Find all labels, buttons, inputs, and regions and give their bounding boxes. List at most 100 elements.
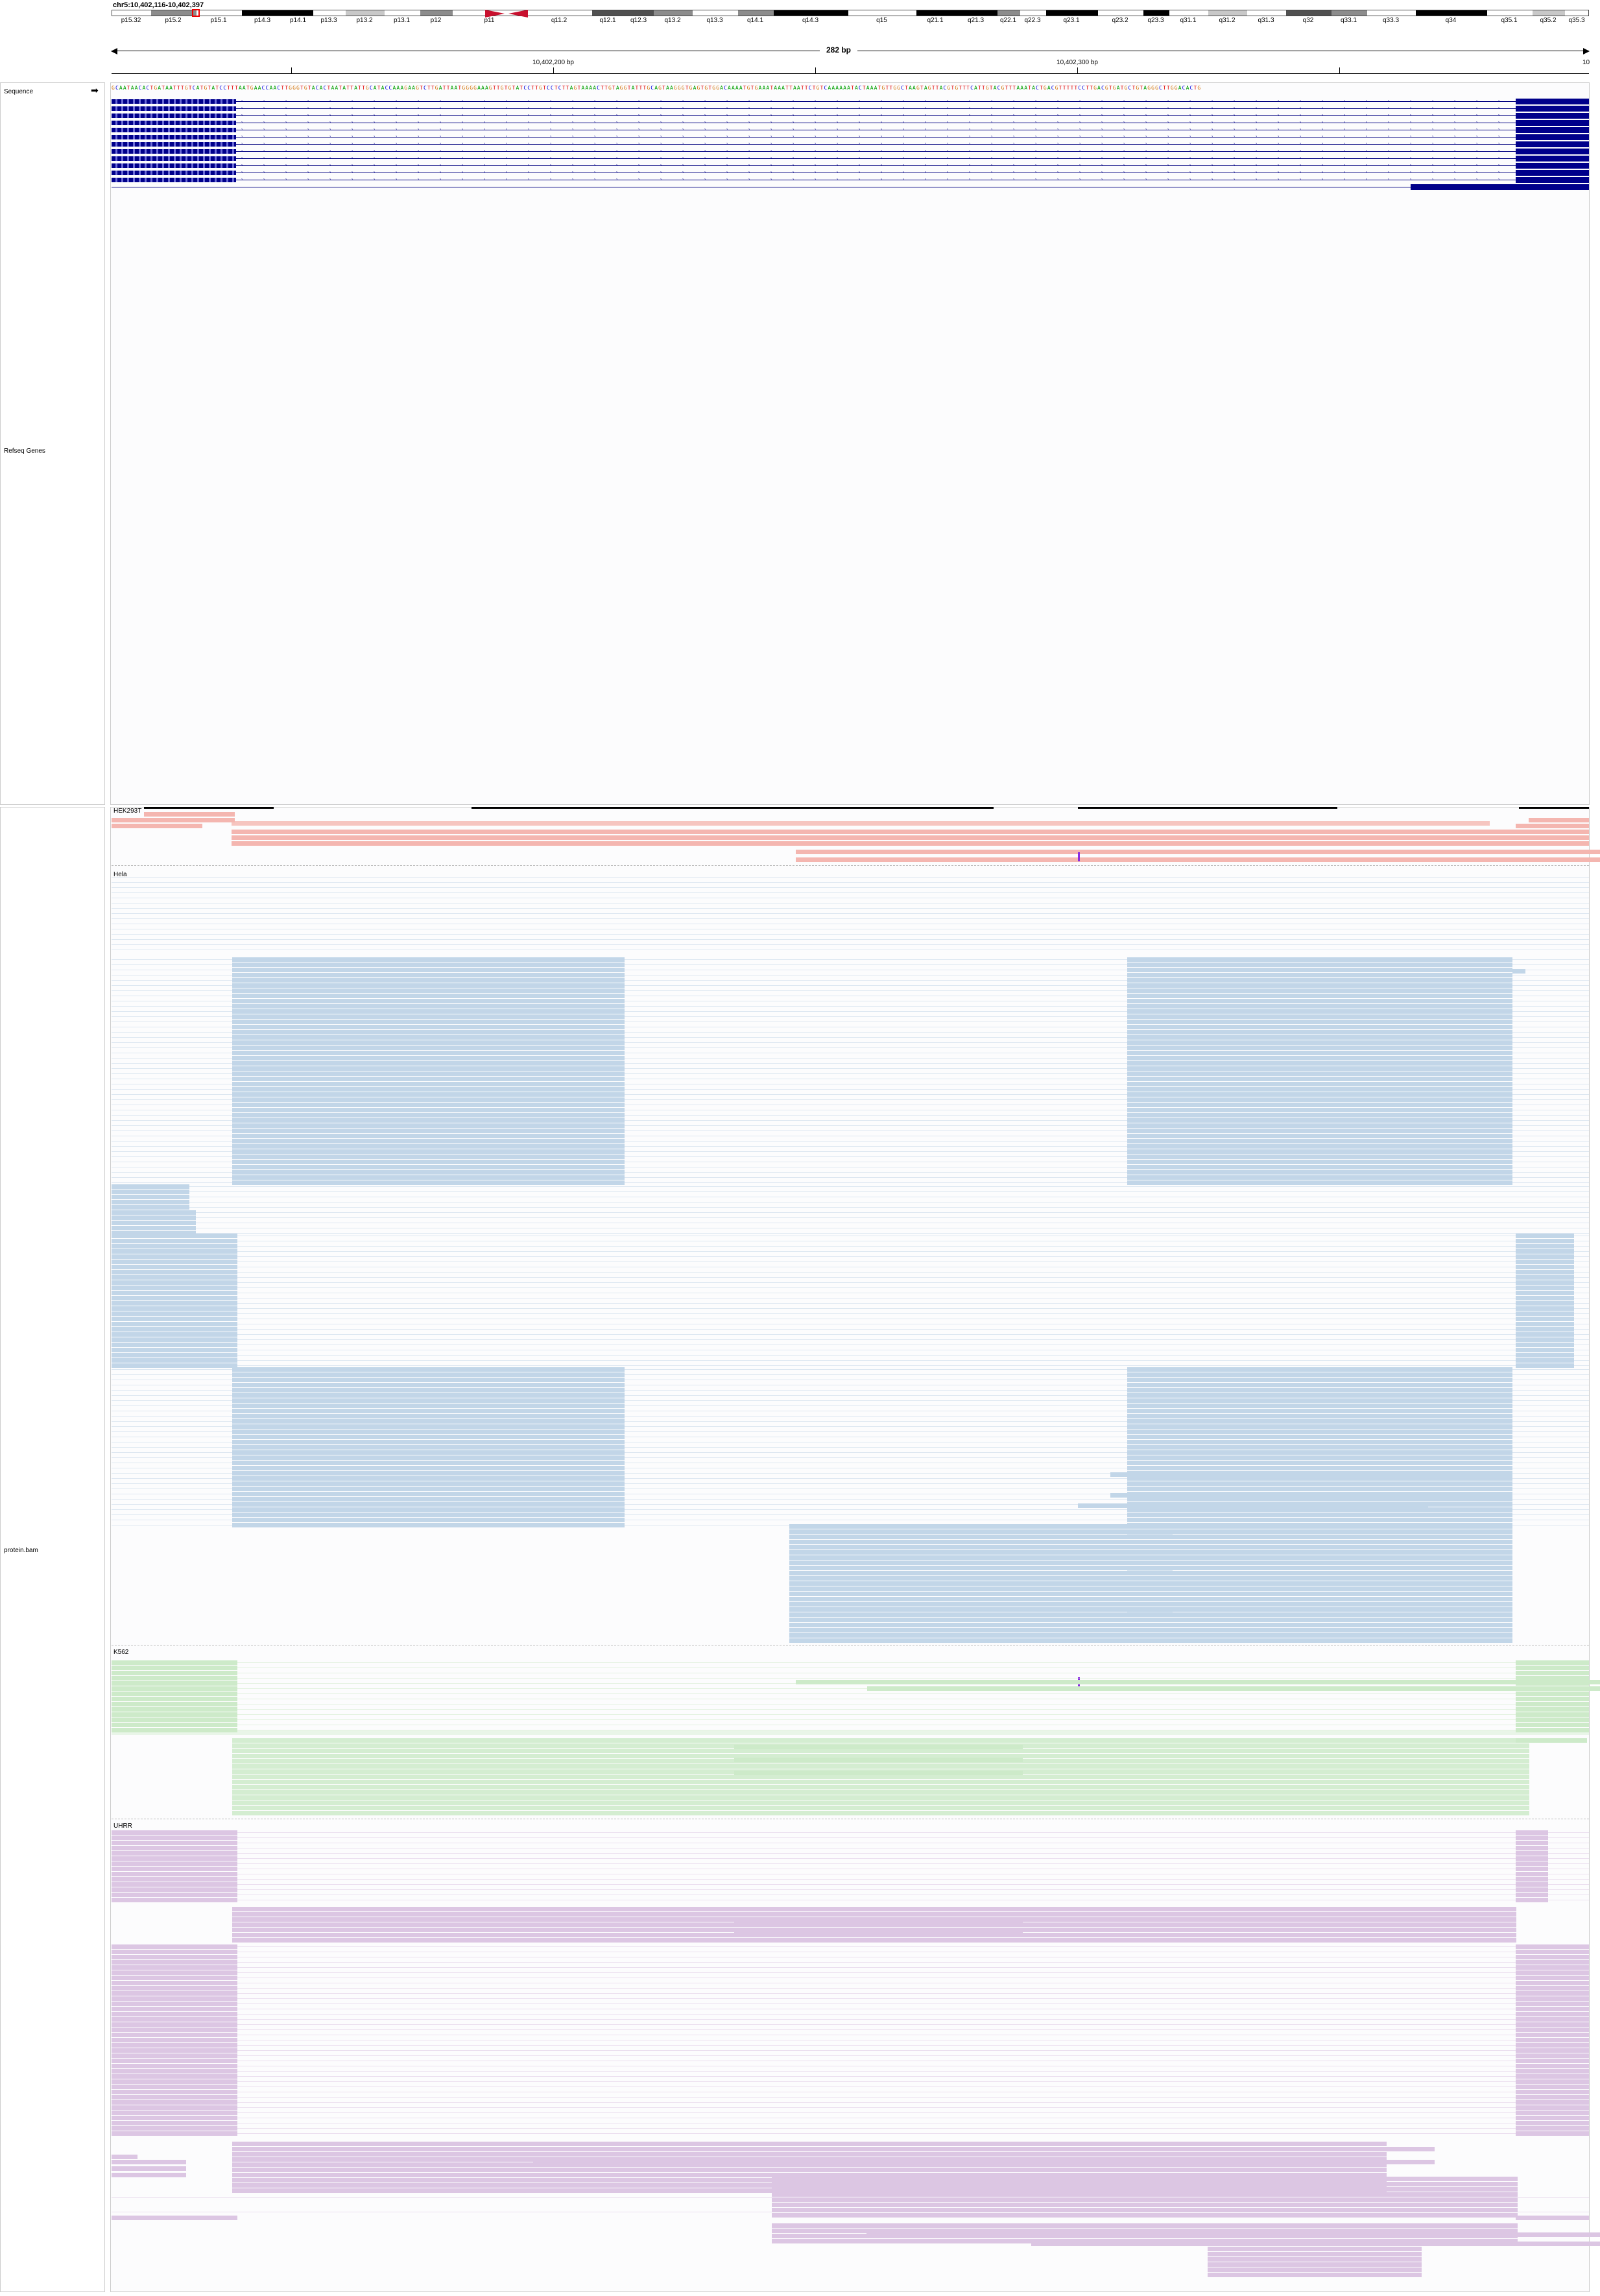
read[interactable] bbox=[789, 1581, 1512, 1586]
gene-transcript[interactable] bbox=[112, 184, 1589, 190]
read[interactable] bbox=[734, 1745, 1023, 1749]
read[interactable] bbox=[1208, 2267, 1422, 2272]
read[interactable] bbox=[232, 1749, 1529, 1753]
read[interactable] bbox=[789, 1555, 1512, 1560]
read[interactable] bbox=[772, 2187, 1518, 2192]
read[interactable] bbox=[796, 857, 1600, 862]
read[interactable] bbox=[533, 2147, 1435, 2151]
read[interactable] bbox=[789, 1597, 1512, 1601]
read[interactable] bbox=[734, 1758, 1023, 1762]
read[interactable] bbox=[772, 2182, 1518, 2186]
read[interactable] bbox=[232, 821, 1490, 826]
gene-transcript[interactable]: › › › › › › › › › › › › › › › › › › › › › › › › › › › › › › › › › › › › › › › ›… bbox=[112, 149, 1589, 154]
read[interactable] bbox=[112, 1730, 1589, 1735]
data-panel-top[interactable] bbox=[110, 82, 1590, 805]
chromosome-ideogram[interactable] bbox=[112, 10, 1589, 16]
read[interactable] bbox=[796, 850, 1600, 854]
read[interactable] bbox=[789, 1638, 1512, 1643]
read[interactable] bbox=[789, 1561, 1512, 1565]
gene-transcript[interactable]: › › › › › › › › › › › › › › › › › › › › › › › › › › › › › › › › › › › › › › › ›… bbox=[112, 106, 1589, 112]
gene-transcript[interactable]: › › › › › › › › › › › › › › › › › › › › › › › › › › › › › › › › › › › › › › › ›… bbox=[112, 99, 1589, 104]
read[interactable] bbox=[144, 812, 235, 817]
ruler[interactable] bbox=[112, 73, 1589, 74]
strand-arrow-icon[interactable]: ➡ bbox=[91, 85, 99, 95]
read[interactable] bbox=[232, 1806, 1529, 1810]
read[interactable] bbox=[734, 1920, 1023, 1924]
read[interactable] bbox=[796, 1680, 1600, 1684]
read[interactable] bbox=[232, 2168, 1387, 2172]
read[interactable] bbox=[232, 2152, 1387, 2157]
read[interactable] bbox=[232, 2142, 1387, 2146]
track-name-sequence[interactable]: Sequence bbox=[4, 88, 34, 95]
read[interactable] bbox=[789, 1612, 1512, 1617]
read[interactable] bbox=[232, 2157, 1387, 2162]
gene-transcript[interactable]: › › › › › › › › › › › › › › › › › › › › › › › › › › › › › › › › › › › › › › › ›… bbox=[112, 170, 1589, 176]
read[interactable] bbox=[533, 2160, 1435, 2164]
read[interactable] bbox=[772, 2239, 1518, 2243]
read[interactable] bbox=[232, 1764, 1529, 1769]
read[interactable] bbox=[112, 2216, 237, 2220]
read[interactable] bbox=[789, 1550, 1512, 1555]
read[interactable] bbox=[772, 2203, 1518, 2207]
read[interactable] bbox=[1516, 2216, 1589, 2220]
read[interactable] bbox=[731, 830, 1016, 834]
read[interactable] bbox=[112, 824, 202, 828]
read[interactable] bbox=[232, 835, 1589, 840]
read[interactable] bbox=[789, 1566, 1512, 1570]
gene-transcript[interactable]: › › › › › › › › › › › › › › › › › › › › › › › › › › › › › › › › › › › › › › › ›… bbox=[112, 141, 1589, 147]
gene-transcript[interactable]: › › › › › › › › › › › › › › › › › › › › › › › › › › › › › › › › › › › › › › › ›… bbox=[112, 163, 1589, 169]
read[interactable] bbox=[112, 2173, 186, 2177]
read[interactable] bbox=[232, 1738, 1529, 1743]
read[interactable] bbox=[789, 1586, 1512, 1591]
gene-transcript[interactable]: › › › › › › › › › › › › › › › › › › › › › › › › › › › › › › › › › › › › › › › ›… bbox=[112, 127, 1589, 133]
read[interactable] bbox=[789, 1628, 1512, 1632]
gene-transcript[interactable]: › › › › › › › › › › › › › › › › › › › › › › › › › › › › › › › › › › › › › › › ›… bbox=[112, 120, 1589, 126]
read[interactable] bbox=[867, 1686, 1600, 1691]
read[interactable] bbox=[1110, 1493, 1512, 1498]
read[interactable] bbox=[789, 1618, 1512, 1622]
read[interactable] bbox=[1208, 2273, 1422, 2277]
gene-transcript[interactable]: › › › › › › › › › › › › › › › › › › › › › › › › › › › › › › › › › › › › › › › ›… bbox=[112, 113, 1589, 119]
read[interactable] bbox=[772, 2213, 1518, 2218]
read[interactable] bbox=[232, 1795, 1529, 1800]
read[interactable] bbox=[734, 1930, 1023, 1934]
read[interactable] bbox=[1208, 2247, 1422, 2251]
read[interactable] bbox=[1529, 818, 1589, 822]
read[interactable] bbox=[232, 1917, 1516, 1922]
read[interactable] bbox=[1208, 2262, 1422, 2267]
read[interactable] bbox=[734, 1771, 1023, 1775]
read[interactable] bbox=[789, 1545, 1512, 1549]
read[interactable] bbox=[1127, 1608, 1173, 1613]
read[interactable] bbox=[789, 1524, 1512, 1529]
gene-transcript[interactable]: › › › › › › › › › › › › › › › › › › › › › › › › › › › › › › › › › › › › › › › ›… bbox=[112, 177, 1589, 183]
read[interactable] bbox=[112, 2160, 186, 2164]
read[interactable] bbox=[112, 2166, 186, 2171]
read[interactable] bbox=[789, 1633, 1512, 1638]
track-name-refseq[interactable]: Refseq Genes bbox=[4, 448, 45, 455]
read[interactable] bbox=[232, 1785, 1529, 1789]
read[interactable] bbox=[772, 2177, 1518, 2181]
read[interactable] bbox=[789, 1602, 1512, 1607]
read[interactable] bbox=[1516, 824, 1589, 828]
read[interactable] bbox=[772, 2223, 1518, 2228]
track-name-bam[interactable]: protein.bam bbox=[4, 1547, 38, 1554]
read[interactable] bbox=[232, 1775, 1529, 1779]
read[interactable] bbox=[112, 2155, 137, 2159]
locus-box[interactable]: chr5:10,402,116-10,402,397 bbox=[113, 1, 204, 9]
read[interactable] bbox=[232, 1754, 1529, 1758]
read[interactable] bbox=[772, 2229, 1518, 2233]
read[interactable] bbox=[772, 2208, 1518, 2212]
read[interactable] bbox=[232, 1790, 1529, 1795]
read[interactable] bbox=[789, 1592, 1512, 1596]
read[interactable] bbox=[772, 2197, 1518, 2202]
read[interactable] bbox=[232, 2162, 1387, 2167]
read[interactable] bbox=[1208, 2252, 1422, 2256]
read[interactable] bbox=[232, 1907, 1516, 1911]
read[interactable] bbox=[789, 1623, 1512, 1627]
read[interactable] bbox=[772, 2192, 1518, 2197]
read[interactable] bbox=[789, 1540, 1512, 1544]
read[interactable] bbox=[1031, 2242, 1600, 2246]
read[interactable] bbox=[1516, 1738, 1587, 1743]
read[interactable] bbox=[112, 818, 235, 822]
read[interactable] bbox=[789, 1576, 1512, 1581]
